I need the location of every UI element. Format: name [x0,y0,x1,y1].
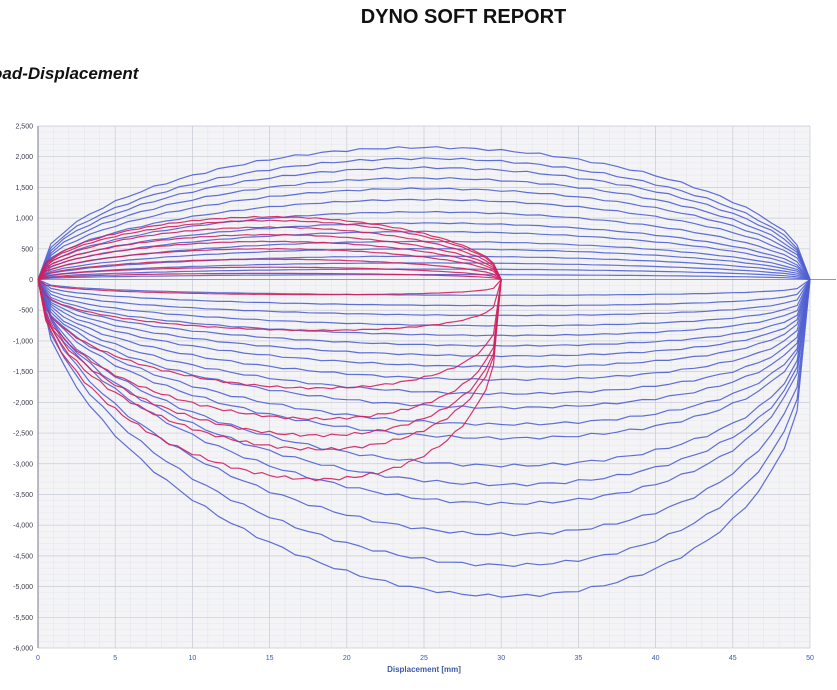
x-tick-label: 30 [497,655,505,662]
stroke-30mm-extension-curve [37,248,502,280]
stroke-30mm-compression-curve [37,279,502,451]
stroke-50mm-compression-curve [37,279,811,396]
stroke-50mm-compression-curve [37,279,811,440]
stroke-50mm-compression-curve [37,279,811,358]
stroke-30mm-extension-curve [37,215,502,280]
stroke-30mm-extension-curve [37,272,502,281]
y-tick-label: -5,500 [13,615,33,622]
stroke-50mm-extension-curve [37,177,811,280]
stroke-50mm-compression-curve [37,279,811,347]
stroke-50mm-compression-curve [37,279,811,327]
y-tick-label: -3,500 [13,492,33,499]
x-axis-label: Displacement [mm] [387,665,461,674]
stroke-50mm-extension-curve [37,222,811,280]
y-tick-label: 2,500 [15,124,33,131]
report-title: DYNO SOFT REPORT [360,6,567,28]
stroke-50mm-compression-curve [37,279,811,598]
stroke-30mm-extension-curve [37,240,502,280]
section-title: oad-Displacement [0,64,139,83]
stroke-50mm-compression-curve [37,279,811,368]
x-tick-label: 0 [36,655,40,662]
stroke-50mm-compression-curve [37,279,811,410]
stroke-50mm-compression-curve [37,279,811,317]
y-tick-label: 1,000 [15,216,33,223]
stroke-50mm-extension-curve [37,166,811,280]
stroke-50mm-extension-curve [37,262,811,281]
stroke-50mm-compression-curve [37,279,811,307]
stroke-30mm-extension-curve [37,226,502,280]
y-tick-label: -1,500 [13,369,33,376]
stroke-30mm-extension-curve [37,219,502,280]
y-tick-label: -2,500 [13,431,33,438]
y-tick-label: -500 [19,308,33,315]
stroke-30mm-compression-curve [37,279,502,482]
stroke-50mm-compression-curve [37,278,811,296]
stroke-50mm-compression-curve [37,279,811,487]
stroke-30mm-extension-curve [37,266,502,281]
x-tick-label: 15 [266,655,274,662]
stroke-30mm-extension-curve [37,233,502,280]
x-tick-label: 5 [113,655,117,662]
x-tick-label: 20 [343,655,351,662]
tick-labels: 0 5 10 15 20 25 30 35 40 45 50 2,500 2,000 1,500 1,000… [13,124,814,663]
stroke-50mm-extension-curve [37,268,811,281]
stroke-50mm-compression-curve [37,279,811,568]
stroke-50mm-compression-curve [37,279,811,506]
y-tick-label: -1,000 [13,338,33,345]
stroke-50mm-compression-curve [37,279,811,337]
y-tick-label: 1,500 [15,185,33,192]
x-tick-label: 40 [652,655,660,662]
y-tick-label: 500 [21,246,33,253]
y-tick-label: -6,000 [13,646,33,653]
x-tick-label: 45 [729,655,737,662]
y-tick-label: -5,000 [13,584,33,591]
y-tick-label: 0 [29,277,33,284]
y-tick-label: -4,500 [13,553,33,560]
y-tick-label: -2,000 [13,400,33,407]
stroke-50mm-extension-curve [37,210,811,280]
stroke-50mm-extension-curve [37,157,811,280]
stroke-30mm-compression-curve [37,279,502,390]
stroke-50mm-compression-curve [37,279,811,381]
stroke-50mm-extension-curve [37,198,811,280]
y-tick-label: 2,000 [15,154,33,161]
stroke-50mm-compression-curve [37,279,811,426]
axes [37,126,836,648]
series [37,146,811,598]
y-tick-label: -3,000 [13,461,33,468]
stroke-30mm-compression-curve [37,279,502,332]
x-tick-label: 35 [575,655,583,662]
stroke-30mm-compression-curve [37,279,502,421]
x-tick-label: 25 [420,655,428,662]
stroke-30mm-compression-curve [37,279,502,296]
x-tick-label: 10 [189,655,197,662]
x-tick-label: 50 [806,655,814,662]
y-tick-label: -4,000 [13,523,33,530]
stroke-50mm-extension-curve [37,187,811,280]
stroke-50mm-extension-curve [37,230,811,280]
stroke-50mm-compression-curve [37,279,811,468]
stroke-30mm-extension-curve [37,258,502,280]
stroke-30mm-compression-curve [37,279,502,438]
stroke-50mm-extension-curve [37,248,811,281]
stroke-50mm-extension-curve [37,146,811,280]
